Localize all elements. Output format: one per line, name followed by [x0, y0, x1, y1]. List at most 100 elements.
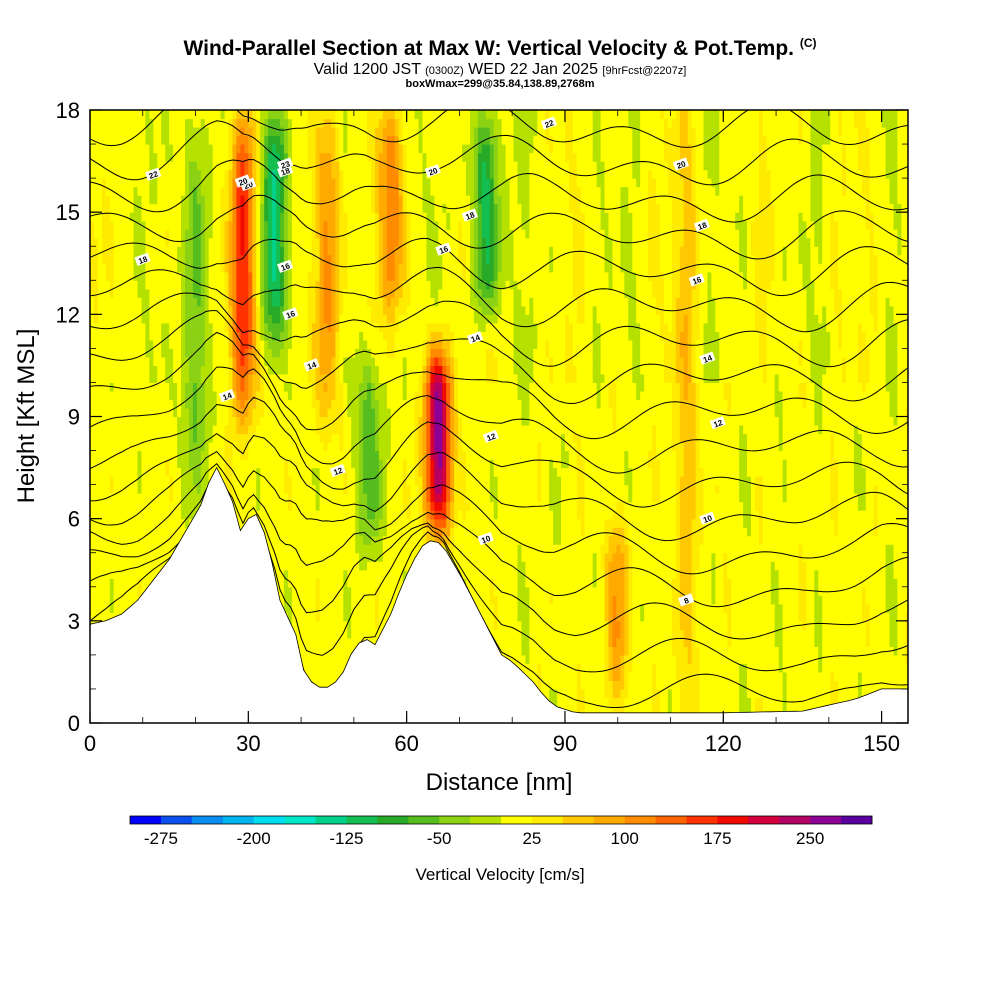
field-cell	[323, 382, 329, 392]
field-cell	[303, 612, 309, 622]
field-cell	[287, 356, 293, 366]
field-cell	[280, 425, 285, 435]
field-cell	[149, 195, 154, 205]
field-cell	[121, 297, 127, 307]
field-cell	[335, 161, 340, 171]
field-cell	[307, 110, 313, 120]
field-cell	[295, 510, 301, 520]
field-cell	[157, 254, 162, 264]
field-cell	[161, 476, 166, 486]
field-cell	[125, 186, 131, 196]
field-cell	[299, 595, 305, 605]
field-cell	[280, 416, 285, 426]
field-cell	[359, 518, 364, 528]
field-cell	[94, 527, 99, 537]
field-cell	[137, 450, 143, 460]
field-cell	[196, 314, 202, 324]
field-cell	[121, 118, 127, 128]
field-cell	[153, 450, 158, 460]
field-cell	[105, 118, 111, 128]
field-cell	[339, 493, 344, 503]
field-cell	[94, 254, 99, 264]
field-cell	[117, 484, 123, 494]
field-cell	[236, 459, 241, 469]
field-cell	[185, 229, 190, 239]
field-cell	[208, 169, 214, 179]
field-cell	[90, 237, 95, 247]
field-cell	[355, 586, 360, 596]
field-cell	[236, 152, 241, 162]
field-cell	[335, 152, 340, 162]
field-cell	[200, 254, 206, 264]
field-cell	[149, 399, 154, 409]
field-cell	[252, 212, 257, 222]
field-cell	[97, 603, 103, 613]
field-cell	[228, 237, 234, 247]
field-cell	[299, 169, 305, 179]
field-cell	[109, 391, 115, 401]
field-cell	[323, 629, 329, 639]
field-cell	[109, 365, 115, 375]
field-cell	[153, 425, 158, 435]
field-cell	[343, 203, 348, 213]
field-cell	[181, 408, 186, 418]
field-cell	[129, 527, 135, 537]
field-cell	[145, 203, 150, 213]
field-cell	[307, 229, 313, 239]
field-cell	[192, 254, 198, 264]
field-cell	[101, 254, 107, 264]
field-cell	[228, 127, 234, 137]
field-cell	[339, 110, 344, 120]
field-cell	[252, 459, 257, 469]
field-cell	[200, 152, 206, 162]
field-cell	[319, 322, 325, 332]
field-cell	[260, 373, 265, 383]
field-cell	[165, 203, 170, 213]
field-cell	[272, 322, 277, 332]
field-cell	[347, 646, 352, 656]
field-cell	[307, 237, 313, 247]
field-cell	[196, 425, 202, 435]
field-cell	[307, 161, 313, 171]
field-cell	[248, 382, 253, 392]
field-cell	[343, 620, 348, 630]
field-cell	[105, 237, 111, 247]
field-cell	[323, 442, 329, 452]
field-cell	[189, 484, 194, 494]
field-cell	[173, 348, 178, 358]
field-cell	[224, 314, 230, 324]
field-cell	[287, 271, 293, 281]
field-cell	[121, 552, 127, 562]
field-cell	[169, 391, 174, 401]
field-cell	[228, 408, 234, 418]
field-cell	[192, 425, 198, 435]
field-cell	[105, 459, 111, 469]
field-cell	[295, 569, 301, 579]
field-cell	[295, 365, 301, 375]
field-cell	[133, 288, 139, 298]
field-cell	[355, 152, 360, 162]
field-cell	[212, 348, 218, 358]
field-cell	[303, 127, 309, 137]
field-cell	[165, 356, 170, 366]
field-cell	[212, 271, 218, 281]
field-cell	[149, 450, 154, 460]
field-cell	[283, 391, 289, 401]
field-cell	[351, 433, 356, 443]
field-cell	[101, 391, 107, 401]
field-cell	[212, 186, 218, 196]
field-cell	[145, 178, 150, 188]
field-cell	[189, 339, 194, 349]
field-cell	[224, 450, 230, 460]
field-cell	[307, 203, 313, 213]
field-cell	[335, 510, 340, 520]
field-cell	[339, 373, 344, 383]
field-cell	[343, 612, 348, 622]
field-cell	[331, 161, 336, 171]
field-cell	[291, 510, 297, 520]
field-cell	[303, 467, 309, 477]
field-cell	[137, 527, 143, 537]
field-cell	[177, 484, 182, 494]
field-cell	[129, 578, 135, 588]
field-cell	[323, 288, 329, 298]
